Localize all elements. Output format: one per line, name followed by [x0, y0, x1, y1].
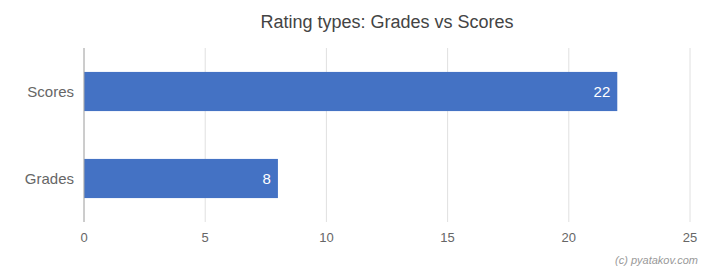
chart-svg: Rating types: Grades vs Scores 8 22 0 5 10 15 2… — [0, 0, 710, 272]
watermark: (c) pyatakov.com — [615, 254, 698, 266]
tick-label: 5 — [202, 230, 209, 245]
tick-label: 10 — [319, 230, 333, 245]
chart-container: Rating types: Grades vs Scores 8 22 0 5 10 15 2… — [0, 0, 710, 272]
category-ticks: Grades Scores — [25, 83, 74, 187]
tick-label: 0 — [80, 230, 87, 245]
category-label: Grades — [25, 170, 74, 187]
bars — [84, 72, 617, 198]
value-ticks: 0 5 10 15 20 25 — [80, 230, 697, 245]
grid-line — [84, 48, 85, 222]
tick-label: 20 — [562, 230, 576, 245]
tick-label: 25 — [683, 230, 697, 245]
grid — [84, 48, 690, 222]
data-labels: 8 22 — [263, 83, 611, 187]
bar — [84, 72, 617, 111]
data-label: 8 — [263, 170, 271, 187]
grid-line — [690, 48, 691, 222]
tick-label: 15 — [440, 230, 454, 245]
category-label: Scores — [27, 83, 74, 100]
background — [0, 0, 710, 272]
category-axis-line — [84, 48, 85, 222]
chart-title: Rating types: Grades vs Scores — [260, 12, 513, 32]
data-label: 22 — [594, 83, 611, 100]
bar — [84, 159, 278, 198]
